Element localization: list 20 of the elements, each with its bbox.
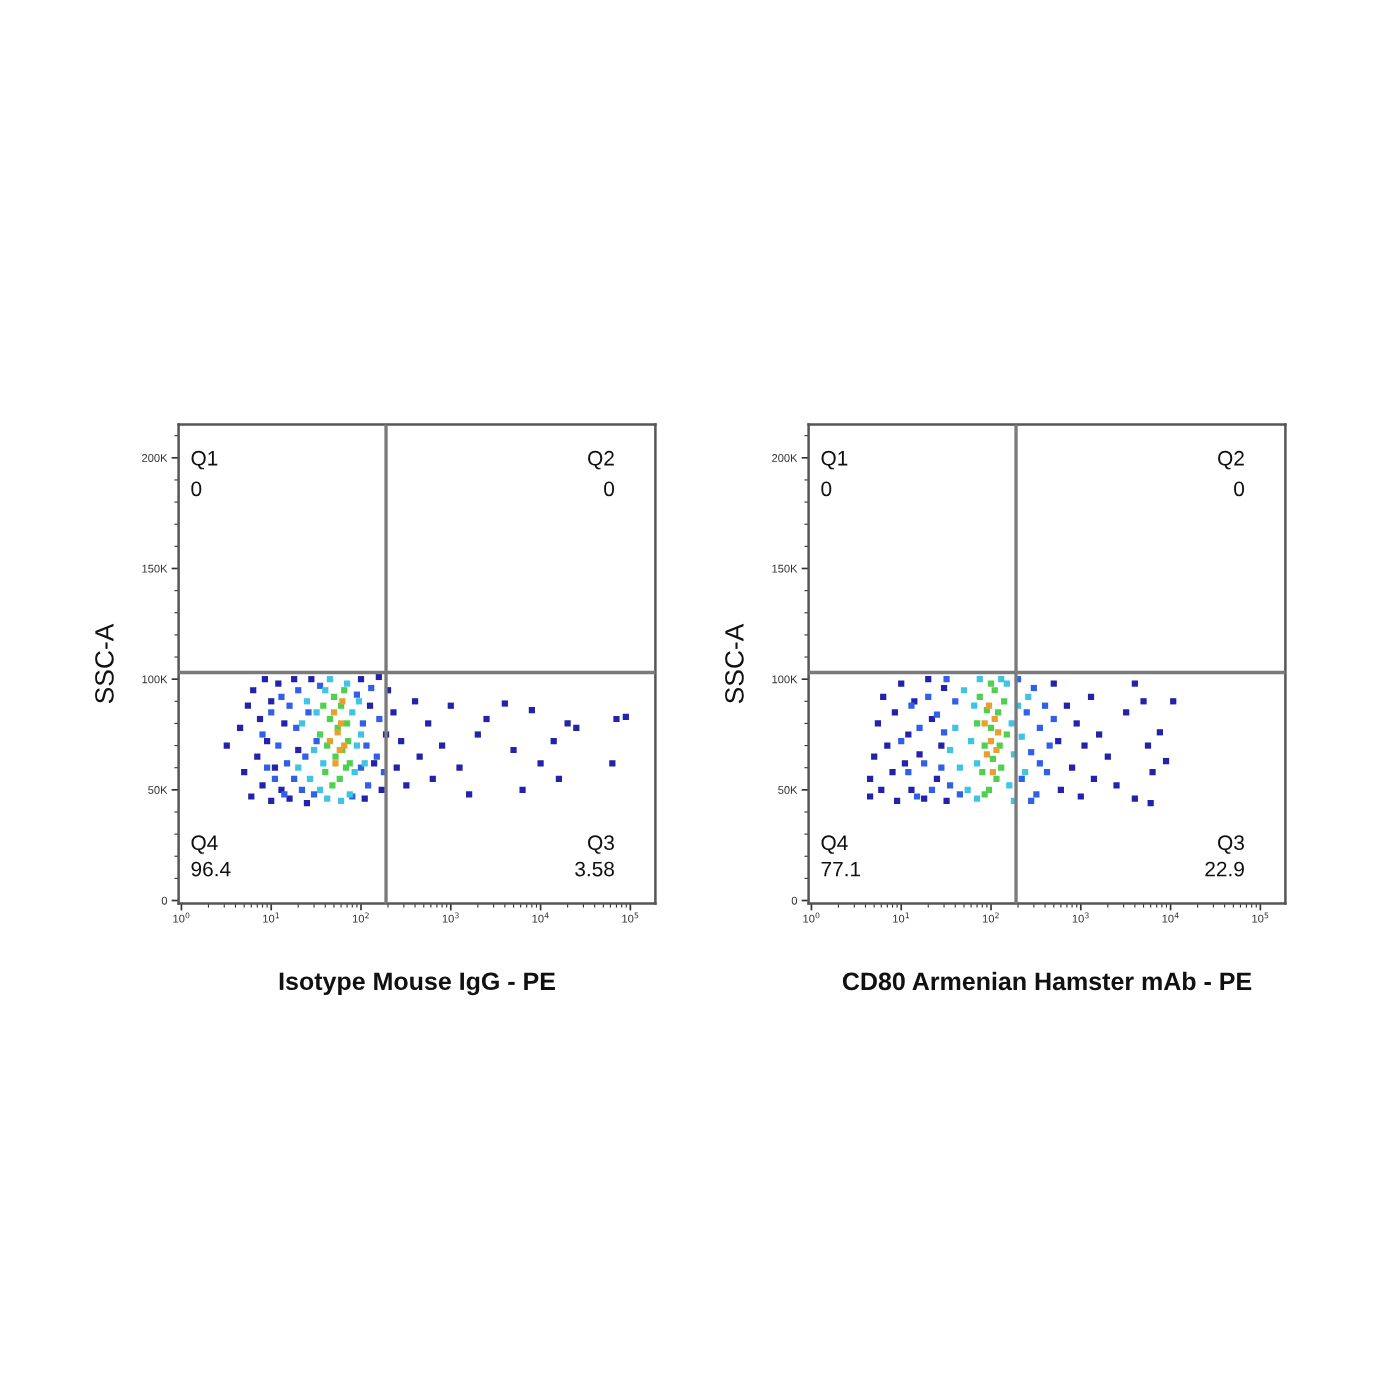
annotation: 0	[191, 481, 202, 497]
annotation: Q1	[191, 450, 218, 470]
annotation: Q4	[821, 835, 848, 854]
annotation: Q3	[1218, 835, 1244, 854]
x-axis-title: CD80 Armenian Hamster mAb - PE	[842, 971, 1252, 991]
annotation: Q3	[588, 835, 614, 854]
annotation: Q2	[1218, 450, 1244, 470]
annotation: 3.58	[575, 861, 614, 877]
annotation: 0	[1234, 481, 1245, 497]
y-axis-title: SSC-A	[95, 623, 114, 704]
annotation: 0	[821, 481, 832, 497]
annotation: 77.1	[821, 861, 861, 877]
annotation: 22.9	[1205, 861, 1244, 877]
annotation: 0	[604, 481, 615, 497]
annotation: Q4	[191, 835, 218, 854]
annotation: 96.4	[191, 861, 231, 877]
annotation: Q1	[821, 450, 848, 470]
x-axis-title: Isotype Mouse IgG - PE	[279, 972, 555, 996]
y-axis-title: SSC-A	[725, 623, 744, 704]
annotation: Q2	[588, 450, 614, 470]
